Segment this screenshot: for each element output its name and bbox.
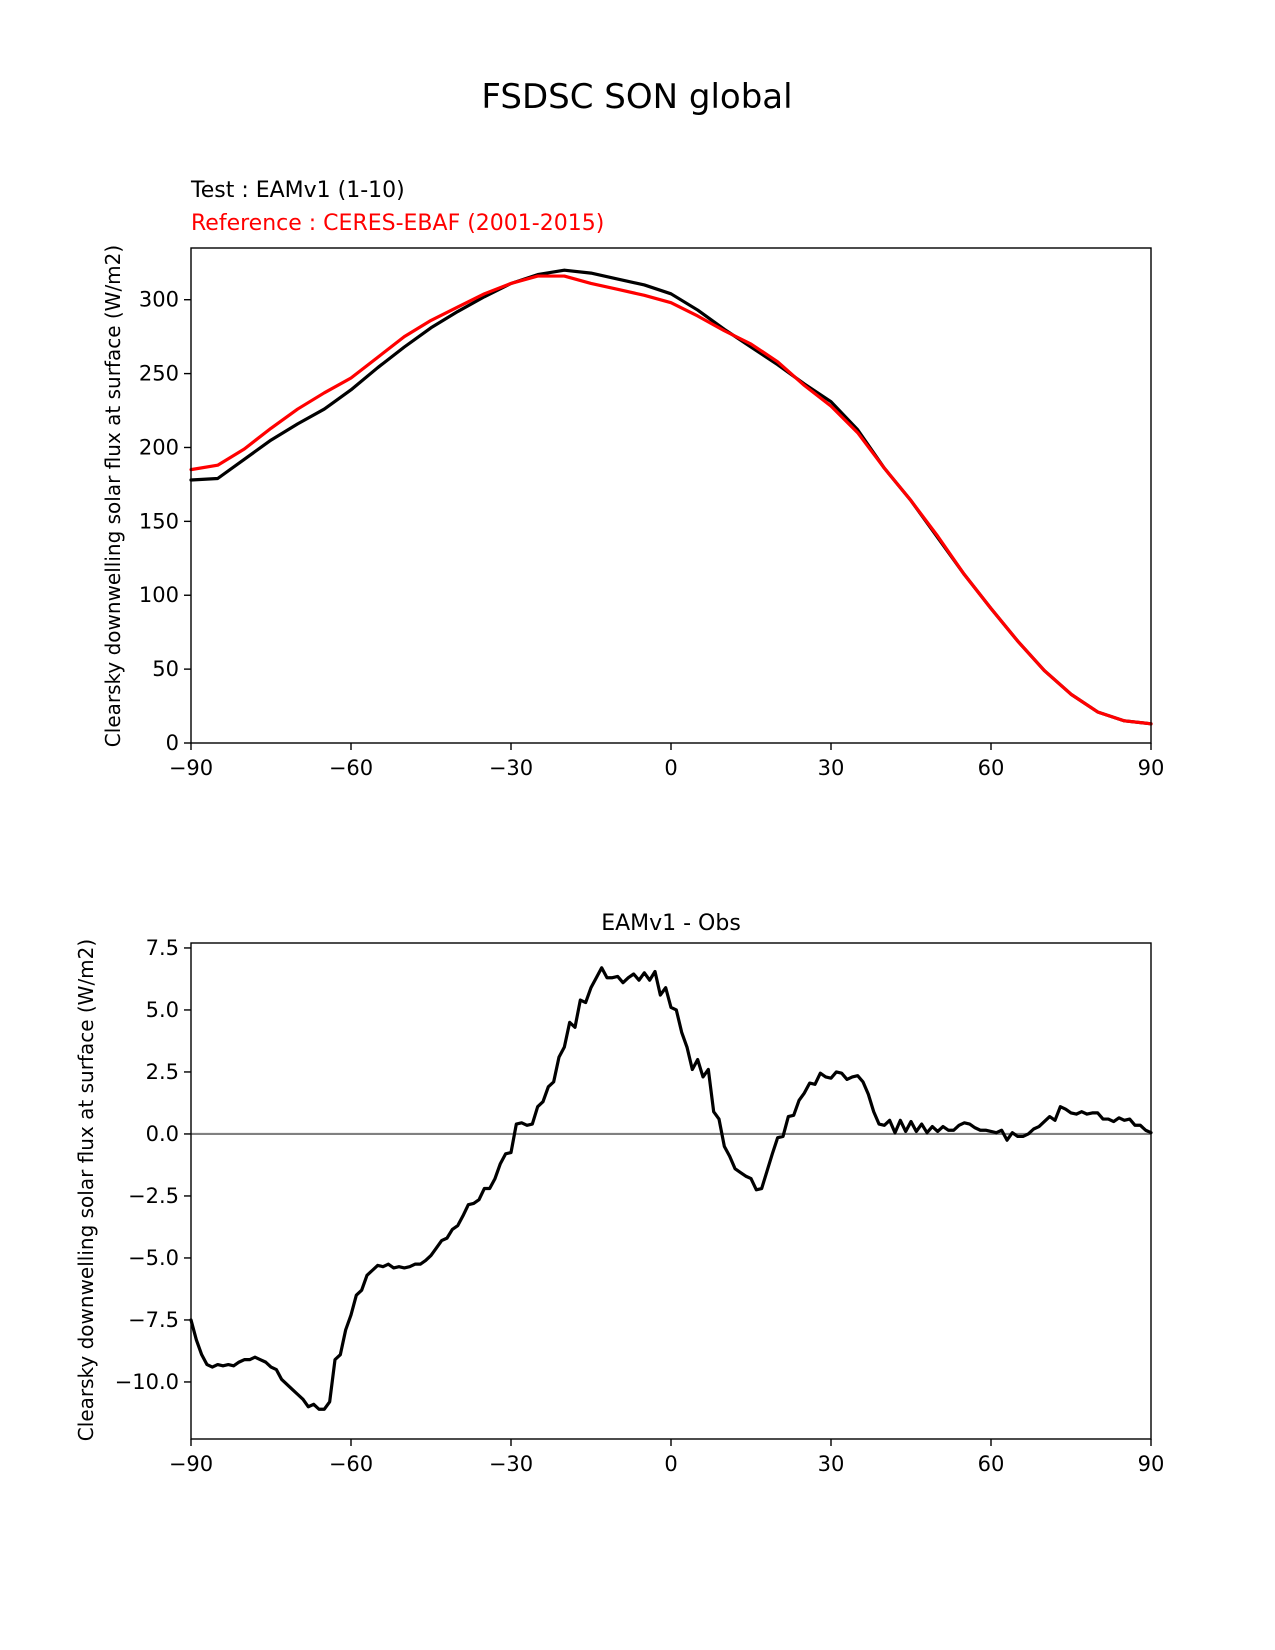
x-tick-label: 0 [664,1452,677,1476]
top-panel: Test : EAMv1 (1-10) Reference : CERES-EB… [101,178,1164,780]
bottom-plot-frame [190,942,1152,1440]
top-plot-area: −90 −60 −30 0 30 60 90 0 50 100 150 200 250 300 [139,268,1165,780]
y-tick-label: −10.0 [115,1370,179,1394]
reference-label: Reference : CERES-EBAF (2001-2015) [191,211,604,236]
top-plot-frame [190,247,1152,744]
bottom-plot-area: −90 −60 −30 0 30 60 90 −10.0 −7.5 −5.0 −2.5 0.0 2.5 5… [115,936,1165,1476]
figure-suptitle: FSDSC SON global [481,77,792,117]
y-tick-label: 300 [139,288,179,312]
y-tick-label: 7.5 [146,936,179,960]
x-tick-label: −60 [329,756,373,780]
x-tick-label: −30 [489,756,533,780]
y-tick-label: 5.0 [146,998,179,1022]
y-tick-label: 100 [139,583,179,607]
x-tick-label: 60 [978,756,1005,780]
x-tick-label: 90 [1138,756,1165,780]
bottom-panel: EAMv1 - Obs Clearsky downwelling solar f… [74,911,1164,1476]
y-tick-label: 2.5 [146,1060,179,1084]
test-label: Test : EAMv1 (1-10) [190,178,405,203]
series-line-difference [189,966,1153,1411]
x-tick-label: 0 [664,756,677,780]
y-tick-label: 200 [139,435,179,459]
x-tick-label: 90 [1138,1452,1165,1476]
x-tick-label: −60 [329,1452,373,1476]
x-tick-label: 30 [818,756,845,780]
top-y-axis-label: Clearsky downwelling solar flux at surfa… [101,245,125,747]
bottom-chart-title: EAMv1 - Obs [601,911,741,936]
y-tick-label: 0 [166,731,179,755]
y-tick-label: −5.0 [128,1246,179,1270]
x-tick-label: 30 [818,1452,845,1476]
y-tick-label: −2.5 [128,1184,179,1208]
series-line-reference [189,274,1153,726]
x-tick-label: −90 [169,756,213,780]
y-tick-label: 50 [152,657,179,681]
y-tick-label: −7.5 [128,1308,179,1332]
x-tick-label: −30 [489,1452,533,1476]
y-tick-label: 250 [139,362,179,386]
bottom-y-axis-label: Clearsky downwelling solar flux at surfa… [74,939,98,1441]
y-tick-label: 0.0 [146,1122,179,1146]
y-tick-label: 150 [139,509,179,533]
series-line-test [189,268,1153,726]
x-tick-label: 60 [978,1452,1005,1476]
x-tick-label: −90 [169,1452,213,1476]
